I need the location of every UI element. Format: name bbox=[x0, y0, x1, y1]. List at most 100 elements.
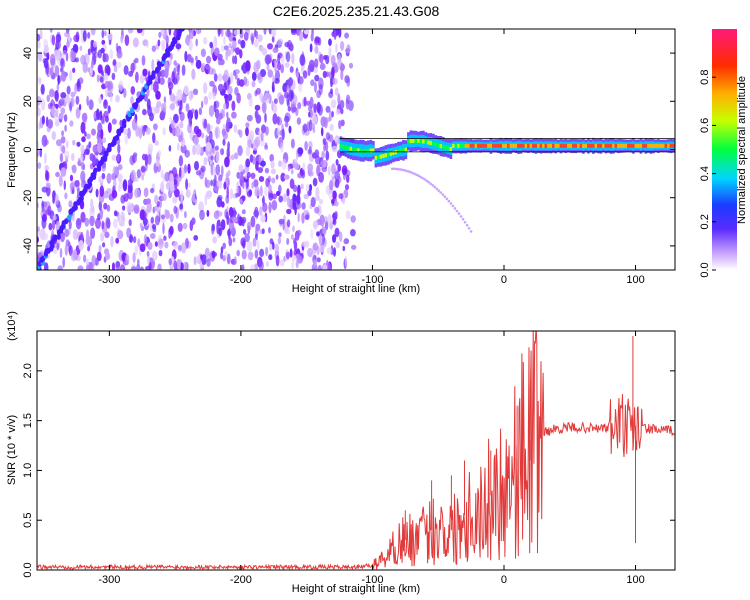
heatmap-cell bbox=[297, 102, 302, 110]
heatmap-cell bbox=[409, 139, 413, 144]
heatmap-cell bbox=[89, 215, 95, 227]
heatmap-cell bbox=[141, 211, 147, 219]
heatmap-cell bbox=[228, 42, 232, 49]
heatmap-cell bbox=[64, 150, 70, 160]
heatmap-cell bbox=[48, 222, 53, 231]
heatmap-cell bbox=[303, 209, 309, 216]
heatmap-cell bbox=[122, 118, 127, 125]
heatmap-cell bbox=[253, 209, 260, 218]
heatmap-cell bbox=[61, 130, 65, 137]
heatmap-cell bbox=[291, 234, 294, 240]
heatmap-cell bbox=[142, 125, 146, 137]
heatmap-cell bbox=[272, 47, 279, 53]
heatmap-cell bbox=[322, 233, 325, 245]
heatmap-cell bbox=[120, 265, 123, 270]
heatmap-cell bbox=[278, 94, 285, 105]
heatmap-cell bbox=[455, 209, 459, 213]
heatmap-cell bbox=[245, 122, 250, 128]
heatmap-cell bbox=[328, 38, 332, 46]
heatmap-cell bbox=[160, 217, 166, 224]
heatmap-cell bbox=[497, 143, 500, 148]
heatmap-cell bbox=[237, 213, 240, 223]
heatmap-cell bbox=[222, 131, 228, 140]
heatmap-cell bbox=[504, 143, 508, 148]
snr-x-label: Height of straight line (km) bbox=[292, 583, 420, 595]
heatmap-cell bbox=[260, 214, 266, 223]
heatmap-cell bbox=[139, 243, 146, 252]
heatmap-cell bbox=[158, 249, 163, 257]
heatmap-cell bbox=[136, 169, 142, 179]
heatmap-cell bbox=[212, 178, 217, 187]
heatmap-cell bbox=[451, 204, 455, 208]
heatmap-cell bbox=[245, 126, 249, 137]
heatmap-cell bbox=[80, 121, 86, 134]
heatmap-cell bbox=[146, 201, 152, 213]
heatmap-cell bbox=[292, 225, 295, 232]
heatmap-cell bbox=[44, 165, 50, 172]
heatmap-cell bbox=[106, 204, 111, 212]
heatmap-cell bbox=[315, 195, 321, 201]
heatmap-cell bbox=[484, 143, 488, 148]
heatmap-cell bbox=[168, 29, 172, 36]
heatmap-cell bbox=[529, 143, 533, 148]
heatmap-cell bbox=[132, 252, 136, 263]
heatmap-cell bbox=[159, 197, 162, 208]
heatmap-cell bbox=[75, 95, 80, 105]
heatmap-y-label: Frequency (Hz) bbox=[6, 112, 18, 188]
heatmap-cell bbox=[205, 190, 211, 200]
heatmap-cell bbox=[246, 221, 252, 231]
heatmap-cell bbox=[331, 198, 335, 204]
heatmap-cell bbox=[223, 45, 229, 51]
heatmap-cell bbox=[253, 61, 260, 74]
heatmap-cell bbox=[439, 191, 443, 194]
heatmap-cell bbox=[307, 170, 314, 177]
x-tick-label: 100 bbox=[626, 574, 644, 586]
snr-y-label: SNR (10 * v/v) bbox=[6, 415, 18, 485]
heatmap-cell bbox=[216, 222, 220, 235]
heatmap-cell bbox=[133, 101, 139, 108]
heatmap-cell bbox=[180, 242, 187, 254]
heatmap-cell bbox=[123, 65, 129, 76]
heatmap-cell bbox=[321, 223, 325, 230]
heatmap-cell bbox=[206, 55, 212, 64]
heatmap-cell bbox=[329, 110, 332, 122]
heatmap-cell bbox=[278, 218, 285, 225]
heatmap-cell bbox=[285, 251, 290, 260]
heatmap-cell bbox=[477, 143, 480, 148]
heatmap-cell bbox=[612, 143, 615, 148]
heatmap-cell bbox=[198, 107, 203, 116]
heatmap-cell bbox=[169, 230, 173, 238]
heatmap-cell bbox=[69, 182, 75, 191]
heatmap-cell bbox=[271, 241, 275, 250]
heatmap-x-label: Height of straight line (km) bbox=[292, 283, 420, 295]
heatmap-cell bbox=[332, 218, 337, 226]
heatmap-cell bbox=[234, 86, 239, 96]
heatmap-cell bbox=[60, 231, 65, 243]
heatmap-cell bbox=[225, 211, 229, 220]
heatmap-cell bbox=[290, 138, 295, 149]
heatmap-cell bbox=[210, 155, 214, 161]
heatmap-cell bbox=[280, 64, 285, 74]
heatmap-cell bbox=[208, 105, 215, 117]
heatmap-cell bbox=[266, 261, 269, 267]
heatmap-cell bbox=[234, 55, 238, 65]
heatmap-cell bbox=[298, 82, 303, 93]
heatmap-cell bbox=[71, 51, 76, 61]
heatmap-cell bbox=[87, 48, 91, 56]
heatmap-cell bbox=[161, 192, 167, 202]
heatmap-cell bbox=[338, 29, 342, 38]
heatmap-cell bbox=[156, 100, 162, 108]
heatmap-cell bbox=[283, 115, 290, 123]
heatmap-cell bbox=[273, 78, 280, 84]
heatmap-cell bbox=[334, 200, 339, 207]
heatmap-cell bbox=[260, 132, 264, 142]
heatmap-cell bbox=[71, 164, 77, 174]
heatmap-cell bbox=[39, 29, 43, 40]
heatmap-cell bbox=[274, 61, 277, 73]
heatmap-cell bbox=[54, 90, 59, 102]
heatmap-cell bbox=[447, 146, 450, 151]
heatmap-cell bbox=[399, 168, 402, 171]
heatmap-cell bbox=[227, 169, 231, 177]
heatmap-cell bbox=[71, 215, 76, 222]
heatmap-cell bbox=[170, 120, 176, 129]
